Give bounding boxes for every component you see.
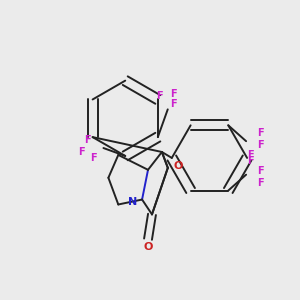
Text: F: F [257,140,263,150]
Text: N: N [128,196,137,206]
Text: O: O [143,242,153,252]
Text: F: F [257,178,263,188]
Text: F: F [170,88,177,98]
Text: F: F [257,128,263,138]
Text: F: F [257,166,263,176]
Text: F: F [84,135,91,145]
Text: F: F [170,99,177,110]
Text: F: F [247,156,253,166]
Text: O: O [173,161,182,171]
Text: F: F [78,147,85,157]
Text: F: F [247,150,253,160]
Text: F: F [157,91,163,100]
Text: F: F [90,153,97,163]
